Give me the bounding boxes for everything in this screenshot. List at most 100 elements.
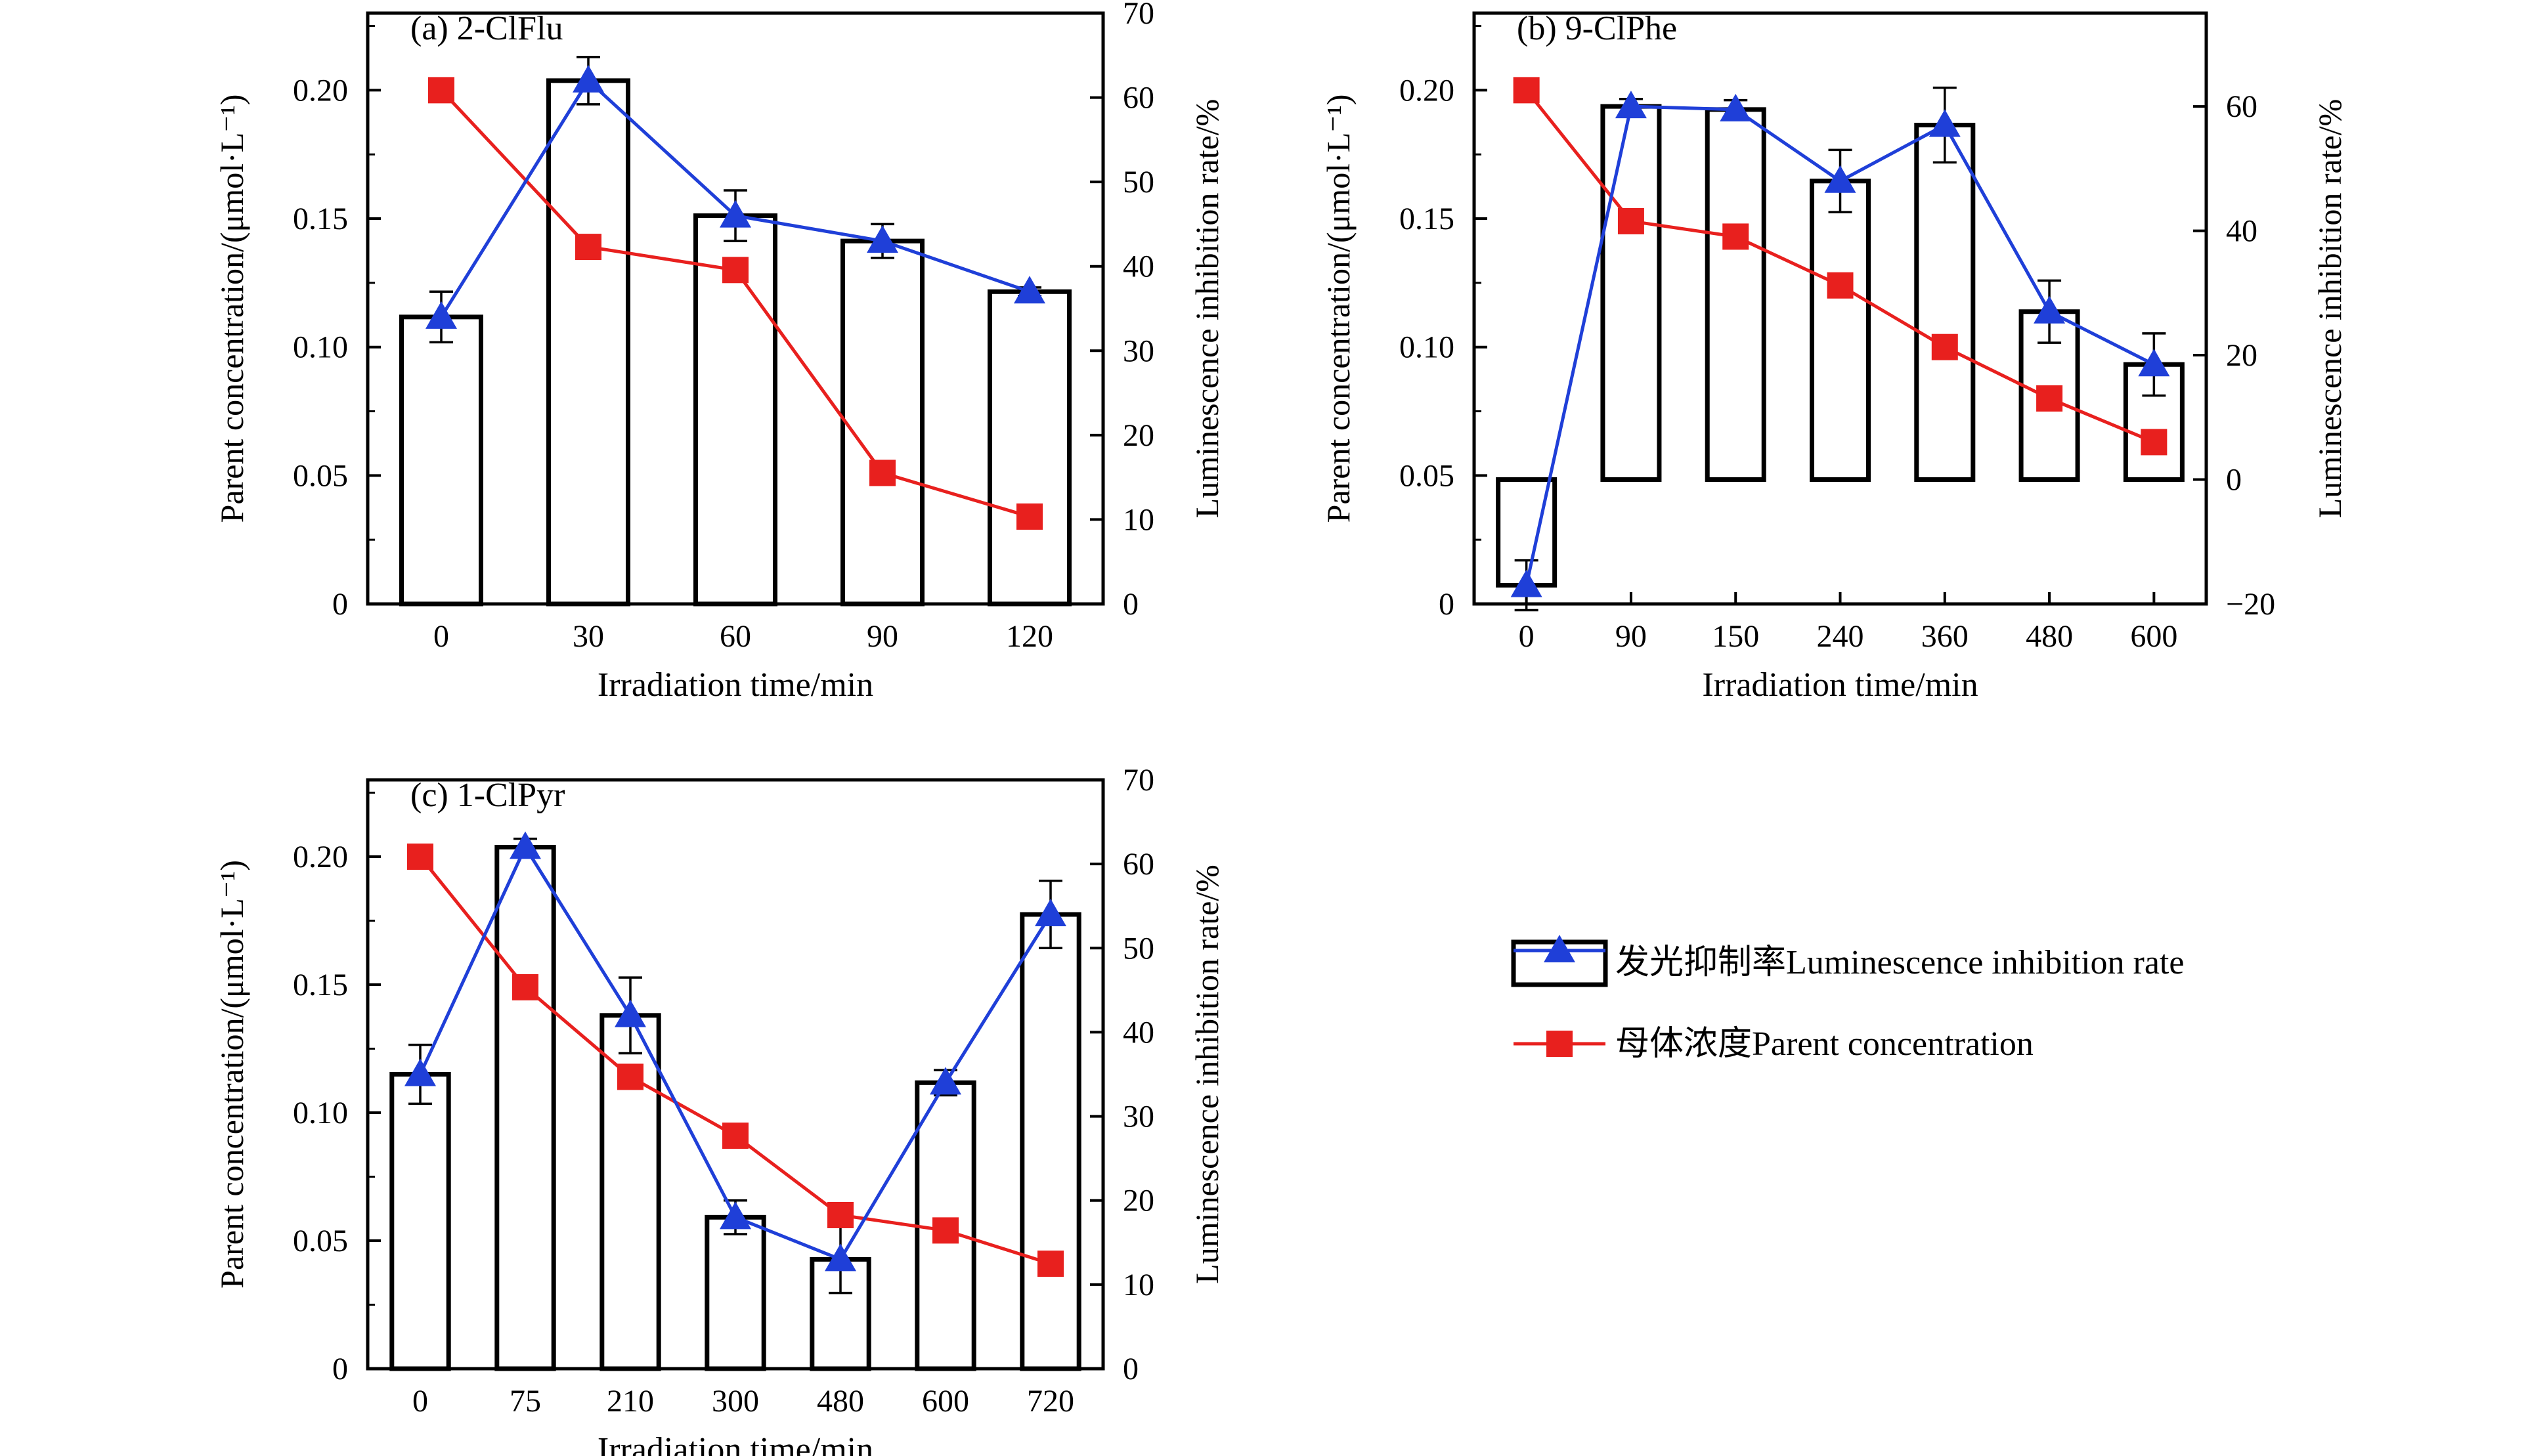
y2-tick-label: 50: [1123, 931, 1154, 966]
x-tick-label: 300: [712, 1384, 759, 1419]
luminescence-point: [867, 225, 898, 253]
parent-point: [1722, 223, 1749, 250]
y2-tick-label: 20: [1123, 1184, 1154, 1218]
parent-point: [575, 234, 601, 261]
x-axis-label: Irradiation time/min: [598, 1431, 873, 1456]
bar: [1809, 179, 1871, 482]
x-tick-label: 0: [433, 619, 449, 654]
bar: [494, 845, 556, 1371]
y2-tick-label: 60: [1123, 81, 1154, 116]
parent-point: [1827, 272, 1854, 299]
x-tick-label: 120: [1006, 619, 1053, 654]
legend-parent-label: 母体浓度Parent concentration: [1615, 1025, 2034, 1063]
y2-tick-label: 10: [1123, 502, 1154, 537]
bar: [399, 314, 483, 607]
parent-point: [722, 257, 749, 284]
x-tick-label: 150: [1712, 619, 1759, 654]
y2-tick-label: 40: [2226, 214, 2257, 249]
x-tick-label: 0: [412, 1384, 428, 1419]
y-tick-label: 0.15: [1399, 202, 1454, 236]
y2-tick-label: 0: [2226, 463, 2242, 498]
luminescence-point: [1824, 165, 1856, 193]
legend-luminescence-label: 发光抑制率Luminescence inhibition rate: [1615, 944, 2184, 981]
x-tick-label: 600: [922, 1384, 969, 1419]
legend: 发光抑制率Luminescence inhibition rate 母体浓度Par…: [1511, 935, 2184, 1063]
luminescence-point: [1929, 109, 1961, 137]
y2-tick-label: 60: [1123, 847, 1154, 882]
y-tick-label: 0: [1439, 587, 1454, 622]
luminescence-point: [1014, 276, 1045, 304]
y2-tick-label: 0: [1123, 1352, 1139, 1386]
y2-tick-label: 60: [2226, 89, 2257, 124]
y2-axis-label: Luminescence inhibition rate/%: [1188, 865, 1225, 1284]
y2-tick-label: −20: [2226, 587, 2275, 622]
luminescence-point: [825, 1243, 856, 1272]
x-tick-label: 0: [1519, 619, 1535, 654]
y-tick-label: 0.05: [293, 1224, 348, 1258]
y-tick-label: 0.10: [1399, 330, 1454, 365]
parent-point: [407, 844, 433, 870]
luminescence-point: [720, 1201, 751, 1230]
parent-point: [722, 1123, 749, 1149]
luminescence-point: [2034, 295, 2066, 324]
legend-parent-marker: [1546, 1031, 1573, 1057]
y2-tick-label: 20: [2226, 338, 2257, 373]
bar: [988, 289, 1072, 607]
y-tick-label: 0.20: [1399, 73, 1454, 108]
parent-point: [1016, 503, 1043, 530]
x-tick-label: 30: [573, 619, 604, 654]
bar: [1020, 912, 1081, 1371]
y-tick-label: 0: [332, 1352, 348, 1386]
x-tick-label: 480: [817, 1384, 864, 1419]
y2-tick-label: 70: [1123, 763, 1154, 798]
x-tick-label: 240: [1817, 619, 1864, 654]
luminescence-point: [1720, 93, 1752, 121]
parent-point: [827, 1202, 854, 1228]
y-tick-label: 0.20: [293, 840, 348, 874]
x-tick-label: 75: [510, 1384, 541, 1419]
y2-tick-label: 40: [1123, 249, 1154, 284]
luminescence-point: [2138, 349, 2170, 377]
parent-point: [932, 1217, 959, 1244]
bar: [1914, 123, 1976, 482]
y2-axis-label: Luminescence inhibition rate/%: [2311, 99, 2348, 519]
luminescence-point: [615, 999, 646, 1027]
luminescence-point: [425, 301, 457, 329]
y-axis-label: Parent concentration/(μmol·L⁻¹): [213, 860, 250, 1289]
y2-tick-label: 30: [1123, 333, 1154, 368]
x-tick-label: 90: [867, 619, 898, 654]
parent-point: [617, 1063, 643, 1090]
luminescence-point: [720, 200, 751, 228]
panel-title: (a) 2-ClFlu: [410, 10, 563, 47]
luminescence-point: [510, 831, 541, 859]
parent-point: [1037, 1251, 1064, 1277]
parent-point: [2141, 429, 2168, 456]
y2-tick-label: 50: [1123, 165, 1154, 200]
y2-tick-label: 0: [1123, 587, 1139, 622]
bar: [1705, 107, 1766, 482]
panel-title: (c) 1-ClPyr: [410, 777, 565, 814]
x-axis-label: Irradiation time/min: [598, 666, 873, 704]
y-tick-label: 0.05: [293, 458, 348, 493]
luminescence-point: [1615, 91, 1647, 119]
luminescence-point: [1510, 569, 1542, 597]
bar: [840, 238, 925, 607]
luminescence-point: [1035, 899, 1066, 927]
y-tick-label: 0.10: [293, 1096, 348, 1130]
parent-point: [2036, 385, 2063, 412]
x-axis-label: Irradiation time/min: [1702, 666, 1978, 704]
parent-point: [1513, 77, 1540, 104]
y-axis-label: Parent concentration/(μmol·L⁻¹): [213, 95, 250, 523]
parent-point: [1931, 333, 1958, 360]
luminescence-point: [573, 64, 604, 93]
y-axis-label: Parent concentration/(μmol·L⁻¹): [1320, 95, 1357, 523]
legend-luminescence-marker: [1544, 935, 1575, 962]
x-tick-label: 360: [1921, 619, 1969, 654]
x-tick-label: 480: [2026, 619, 2073, 654]
bar: [546, 78, 630, 607]
y-tick-label: 0.10: [293, 330, 348, 365]
parent-point: [428, 77, 454, 104]
